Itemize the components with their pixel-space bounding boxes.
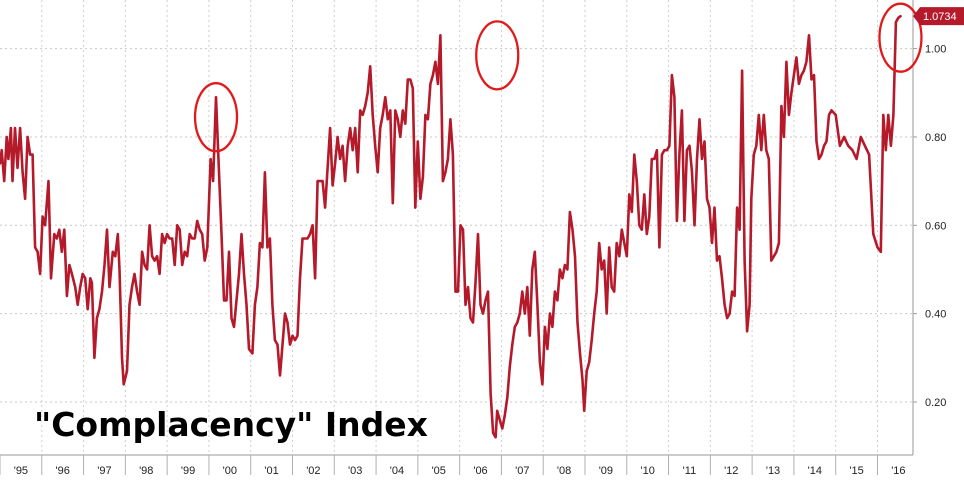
last-value-marker: 1.0734 bbox=[913, 7, 964, 26]
x-tick-label: '97 bbox=[97, 465, 111, 477]
x-tick-label: '09 bbox=[599, 465, 613, 477]
chart-axes bbox=[0, 0, 914, 456]
last-value-label: 1.0734 bbox=[923, 11, 957, 23]
x-tick-label: '99 bbox=[181, 465, 195, 477]
y-tick-label: 0.40 bbox=[925, 309, 946, 321]
x-tick-label: '08 bbox=[557, 465, 571, 477]
highlight-circle bbox=[193, 82, 239, 153]
series-group bbox=[0, 14, 902, 439]
x-tick-label: '07 bbox=[515, 465, 529, 477]
x-tick-label: '14 bbox=[808, 465, 822, 477]
x-tick-label: '96 bbox=[56, 465, 70, 477]
x-tick-label: '05 bbox=[432, 465, 446, 477]
series-line bbox=[0, 14, 902, 439]
y-tick-label: 0.20 bbox=[925, 397, 946, 409]
x-tick-label: '10 bbox=[640, 465, 654, 477]
y-tick-label: 1.00 bbox=[925, 44, 946, 56]
highlight-circle bbox=[878, 2, 923, 73]
x-tick-label: '16 bbox=[891, 465, 905, 477]
y-tick-label: 0.80 bbox=[925, 132, 946, 144]
x-tick-label: '03 bbox=[348, 465, 362, 477]
x-tick-label: '15 bbox=[849, 465, 863, 477]
x-tick-label: '06 bbox=[473, 465, 487, 477]
x-tick-label: '12 bbox=[724, 465, 738, 477]
x-tick-label: '98 bbox=[139, 465, 153, 477]
x-tick-label: '02 bbox=[306, 465, 320, 477]
x-tick-label: '11 bbox=[683, 465, 697, 477]
x-axis-ticks: '95 '96 '97 '98 '99 '00 '01 '02 '03 '04 '05 '06 '07 '… bbox=[0, 455, 906, 477]
y-axis-ticks: 0.20 0.40 0.60 0.80 1.00 bbox=[913, 44, 946, 409]
highlight-circle bbox=[475, 20, 520, 91]
x-tick-label: '00 bbox=[223, 465, 237, 477]
x-tick-label: '13 bbox=[766, 465, 780, 477]
y-tick-label: 0.60 bbox=[925, 220, 946, 232]
x-tick-label: '04 bbox=[390, 465, 404, 477]
x-tick-label: '01 bbox=[264, 465, 278, 477]
last-value-badge bbox=[913, 7, 964, 26]
highlighted-peaks bbox=[193, 2, 923, 153]
x-tick-label: '95 bbox=[14, 465, 28, 477]
chart-title: "Complacency" Index bbox=[34, 405, 428, 444]
